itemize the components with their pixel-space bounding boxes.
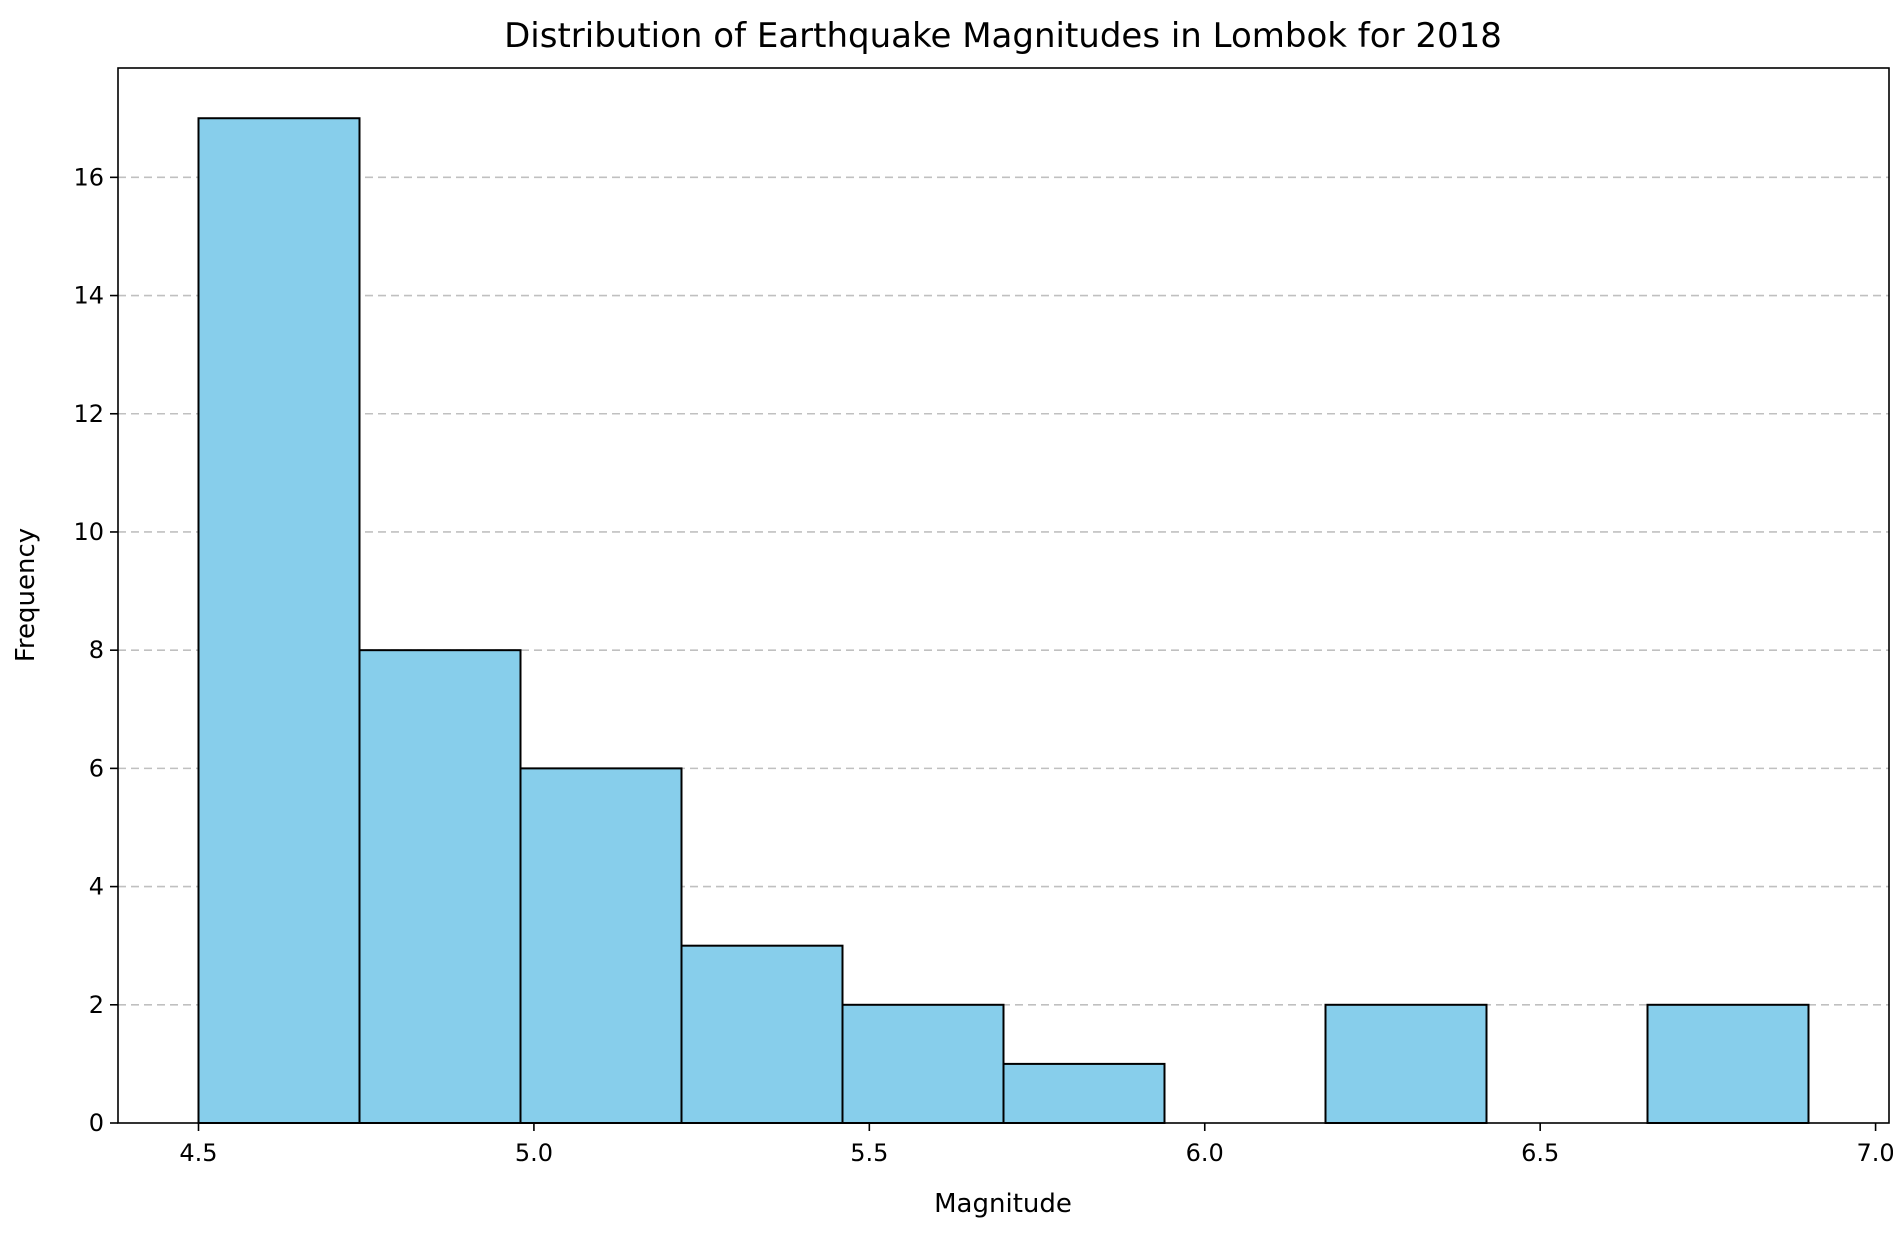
x-tick-label: 5.5 xyxy=(850,1139,888,1167)
x-axis-ticks: 4.5 5.0 5.5 6.0 6.5 7.0 xyxy=(179,1123,1893,1167)
histogram-bar-8 xyxy=(1324,1003,1488,1125)
histogram-bars xyxy=(197,117,1810,1125)
y-tick-label: 16 xyxy=(73,163,104,191)
histogram-bar-2 xyxy=(358,649,522,1125)
x-tick-label: 6.5 xyxy=(1521,1139,1559,1167)
x-axis-label: Magnitude xyxy=(934,1189,1072,1219)
y-tick-label: 8 xyxy=(89,636,104,664)
y-tick-label: 12 xyxy=(73,400,104,428)
y-tick-label: 14 xyxy=(73,282,104,310)
histogram-bar-4 xyxy=(680,944,844,1125)
x-tick-label: 4.5 xyxy=(179,1139,217,1167)
grid-lines xyxy=(118,176,1889,1006)
histogram-bar-10 xyxy=(1646,1003,1810,1125)
y-axis-label: Frequency xyxy=(11,528,41,662)
y-tick-label: 6 xyxy=(89,754,104,782)
plot-area-frame xyxy=(117,67,1890,1124)
histogram-bar-5 xyxy=(841,1003,1005,1125)
y-tick-label: 10 xyxy=(73,518,104,546)
histogram-bar-1 xyxy=(197,117,361,1124)
x-tick-label: 5.0 xyxy=(515,1139,553,1167)
chart-title: Distribution of Earthquake Magnitudes in… xyxy=(504,16,1502,56)
y-tick-label: 4 xyxy=(89,873,104,901)
x-tick-label: 7.0 xyxy=(1856,1139,1893,1167)
y-axis-ticks: 0 2 4 6 8 10 12 14 16 xyxy=(73,163,118,1137)
y-tick-label: 2 xyxy=(89,991,104,1019)
histogram-bar-6 xyxy=(1002,1062,1166,1125)
x-tick-label: 6.0 xyxy=(1186,1139,1224,1167)
y-tick-label: 0 xyxy=(89,1109,104,1137)
histogram-bar-3 xyxy=(519,767,683,1125)
